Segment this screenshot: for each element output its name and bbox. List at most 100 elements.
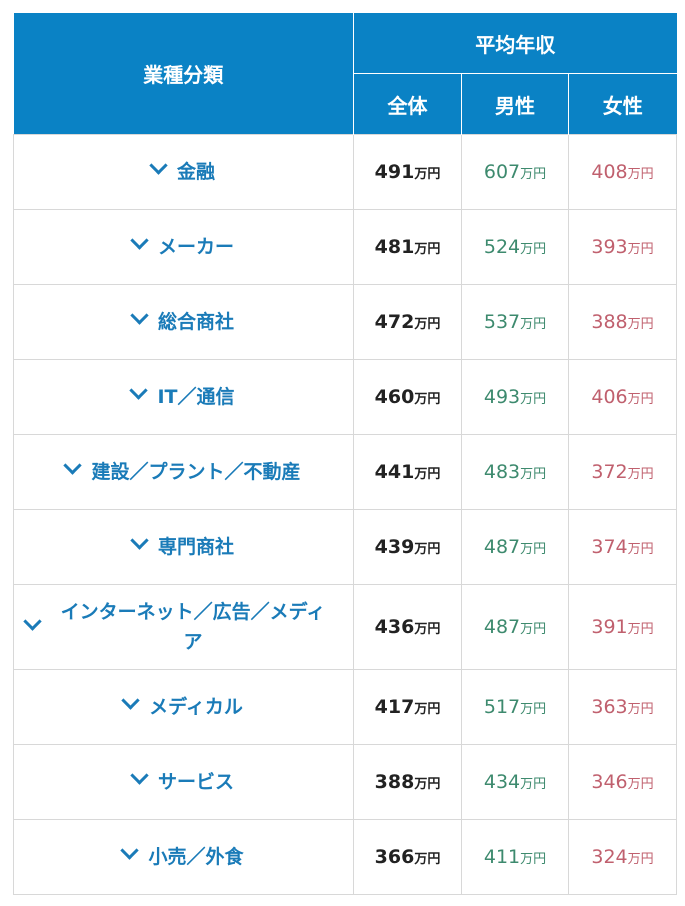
male-income-cell: 487万円 (461, 584, 569, 670)
chevron-down-icon (23, 611, 42, 631)
chevron-down-icon (63, 456, 83, 475)
chevron-down-icon (129, 381, 149, 400)
unit-label: 万円 (627, 467, 654, 482)
female-income-cell: 391万円 (567, 584, 678, 670)
male-header: 男性 (461, 73, 569, 135)
female-income-value: 346 (591, 771, 628, 793)
category-toggle[interactable]: メーカー (13, 209, 354, 285)
all-income-cell: 481万円 (353, 209, 462, 285)
category-toggle[interactable]: サービス (13, 744, 354, 820)
table-row: 小売／外食 366万円 411万円 324万円 (13, 819, 678, 895)
chevron-down-icon (149, 156, 168, 175)
male-income-cell: 434万円 (461, 744, 569, 820)
table-row: IT／通信 460万円 493万円 406万円 (13, 359, 678, 435)
all-income-cell: 491万円 (353, 134, 462, 210)
income-table-wrapper: 業種分類 平均年収 全体 男性 女性 金融 491万円 607万円 408万円 … (13, 13, 678, 895)
chevron-down-icon (121, 691, 140, 710)
male-income-cell: 493万円 (461, 359, 569, 435)
all-income-cell: 441万円 (353, 434, 462, 510)
unit-label: 万円 (627, 242, 654, 257)
table-row: メディカル 417万円 517万円 363万円 (13, 669, 678, 745)
table-row: サービス 388万円 434万円 346万円 (13, 744, 678, 820)
female-income-cell: 363万円 (567, 669, 678, 745)
table-row: 専門商社 439万円 487万円 374万円 (13, 509, 678, 585)
male-income-cell: 487万円 (461, 509, 569, 585)
category-toggle[interactable]: IT／通信 (13, 359, 354, 435)
all-income-cell: 439万円 (353, 509, 462, 585)
category-toggle[interactable]: 建設／プラント／不動産 (13, 434, 354, 510)
unit-label: 万円 (414, 467, 441, 482)
unit-label: 万円 (627, 702, 654, 717)
unit-label: 万円 (414, 242, 441, 257)
unit-label: 万円 (520, 317, 547, 332)
female-income-value: 393 (591, 236, 628, 258)
female-income-value: 408 (591, 161, 628, 183)
category-label: インターネット／広告／メディア (60, 601, 326, 653)
all-income-cell: 472万円 (353, 284, 462, 360)
table-row: インターネット／広告／メディア 436万円 487万円 391万円 (13, 584, 678, 670)
female-income-cell: 408万円 (567, 134, 678, 210)
all-income-value: 491 (374, 161, 415, 183)
male-income-value: 487 (483, 536, 521, 558)
female-header: 女性 (568, 73, 677, 135)
male-income-value: 537 (483, 311, 521, 333)
male-income-cell: 607万円 (461, 134, 569, 210)
male-income-cell: 517万円 (461, 669, 569, 745)
all-income-cell: 388万円 (353, 744, 462, 820)
unit-label: 万円 (414, 542, 441, 557)
unit-label: 万円 (414, 777, 441, 792)
category-toggle[interactable]: 総合商社 (13, 284, 354, 360)
unit-label: 万円 (520, 542, 547, 557)
all-income-value: 366 (374, 846, 415, 868)
unit-label: 万円 (520, 622, 547, 637)
chevron-down-icon (120, 841, 140, 860)
unit-label: 万円 (414, 702, 441, 717)
category-toggle[interactable]: インターネット／広告／メディア (13, 584, 354, 670)
unit-label: 万円 (414, 392, 441, 407)
male-income-value: 524 (483, 236, 521, 258)
female-income-cell: 346万円 (567, 744, 678, 820)
all-income-value: 472 (374, 311, 415, 333)
unit-label: 万円 (520, 852, 547, 867)
male-income-cell: 524万円 (461, 209, 569, 285)
unit-label: 万円 (520, 392, 547, 407)
female-income-value: 406 (591, 386, 628, 408)
unit-label: 万円 (520, 242, 547, 257)
all-income-cell: 460万円 (353, 359, 462, 435)
male-income-value: 493 (483, 386, 521, 408)
unit-label: 万円 (414, 852, 441, 867)
male-income-value: 411 (483, 846, 521, 868)
category-label: 小売／外食 (148, 846, 244, 868)
unit-label: 万円 (414, 622, 441, 637)
category-label: サービス (157, 771, 234, 793)
unit-label: 万円 (520, 702, 547, 717)
table-row: 総合商社 472万円 537万円 388万円 (13, 284, 678, 360)
male-income-value: 487 (483, 616, 521, 638)
all-income-value: 388 (374, 771, 415, 793)
male-income-value: 607 (483, 161, 521, 183)
category-header: 業種分類 (13, 13, 354, 135)
unit-label: 万円 (627, 167, 654, 182)
all-header: 全体 (353, 73, 462, 135)
category-toggle[interactable]: メディカル (13, 669, 354, 745)
female-income-cell: 324万円 (567, 819, 678, 895)
male-income-cell: 411万円 (461, 819, 569, 895)
unit-label: 万円 (627, 852, 654, 867)
female-income-value: 363 (591, 696, 628, 718)
category-toggle[interactable]: 金融 (13, 134, 354, 210)
all-income-value: 441 (374, 461, 415, 483)
female-income-value: 391 (591, 616, 628, 638)
unit-label: 万円 (520, 467, 547, 482)
all-income-cell: 366万円 (353, 819, 462, 895)
male-income-value: 517 (483, 696, 521, 718)
unit-label: 万円 (520, 777, 547, 792)
male-income-value: 434 (483, 771, 521, 793)
category-toggle[interactable]: 小売／外食 (13, 819, 354, 895)
category-label: メーカー (157, 236, 234, 258)
all-income-value: 481 (374, 236, 415, 258)
category-label: 専門商社 (157, 536, 234, 558)
unit-label: 万円 (627, 317, 654, 332)
male-income-cell: 483万円 (461, 434, 569, 510)
category-toggle[interactable]: 専門商社 (13, 509, 354, 585)
income-by-industry-table: 業種分類 平均年収 全体 男性 女性 金融 491万円 607万円 408万円 … (13, 13, 678, 895)
